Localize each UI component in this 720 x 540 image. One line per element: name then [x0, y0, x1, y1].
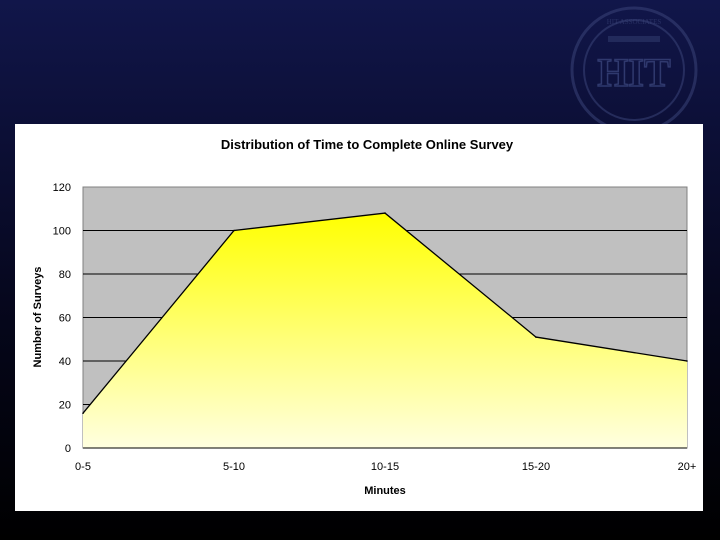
y-tick-label: 20 [59, 400, 71, 412]
x-tick-label: 10-15 [371, 461, 399, 473]
seal-ring-text: HIT ASSOCIATES [607, 18, 662, 26]
y-tick-label: 80 [59, 269, 71, 281]
data-point-10-15 [384, 212, 386, 214]
university-seal-icon: HIT HIT ASSOCIATES [570, 6, 698, 134]
seal-emblem-text: HIT [597, 50, 671, 95]
chart-title: Distribution of Time to Complete Online … [221, 137, 514, 152]
chart-panel: Distribution of Time to Complete Online … [15, 124, 703, 511]
distribution-chart: Distribution of Time to Complete Online … [32, 137, 697, 497]
x-tick-label: 0-5 [75, 461, 91, 473]
y-axis-title: Number of Surveys [32, 267, 44, 368]
data-point-0-5 [82, 412, 84, 415]
data-point-20+ [686, 360, 688, 362]
y-tick-label: 60 [59, 313, 71, 325]
y-tick-label: 40 [59, 356, 71, 368]
data-point-15-20 [535, 336, 537, 338]
x-axis-title: Minutes [364, 485, 406, 497]
y-tick-label: 0 [65, 443, 71, 455]
x-tick-label: 15-20 [522, 461, 550, 473]
data-point-5-10 [233, 229, 235, 232]
y-tick-label: 100 [53, 226, 71, 238]
x-tick-label: 5-10 [223, 461, 245, 473]
x-tick-label: 20+ [678, 461, 697, 473]
series-area [83, 213, 687, 448]
y-tick-label: 120 [53, 182, 71, 194]
